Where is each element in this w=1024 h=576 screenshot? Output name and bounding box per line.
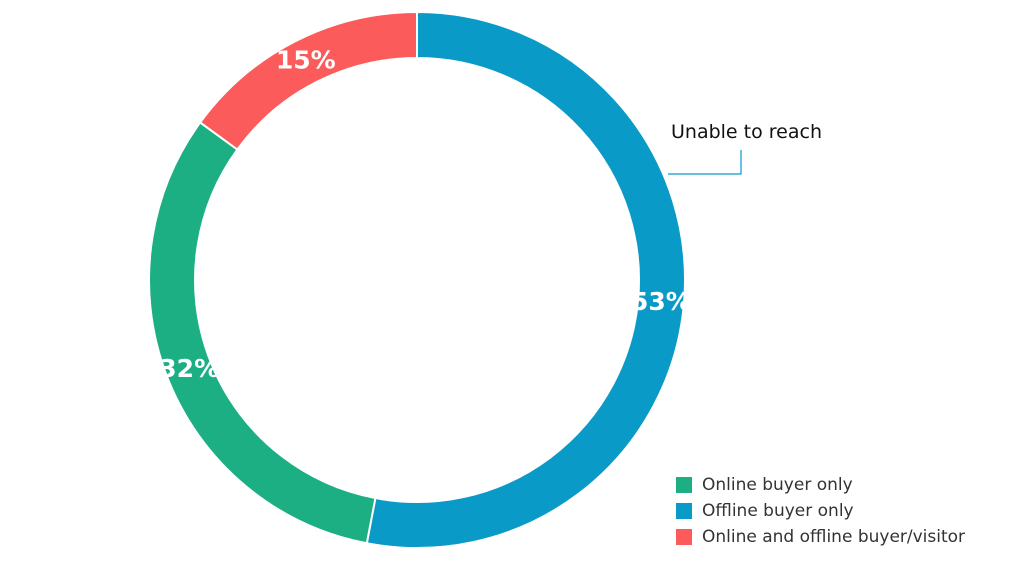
legend-swatch [676,503,692,519]
slice-labels: 53% 32% 15% [159,46,691,383]
legend-swatch [676,529,692,545]
donut-slice-online-offline-visitor [198,10,418,151]
slice-label-online-offline-visitor: 15% [276,46,336,75]
legend-swatch [676,477,692,493]
callout-text: Unable to reach [671,121,822,143]
donut-slice-offline-buyer [365,10,686,549]
legend-label: Online buyer only [702,475,853,495]
slice-label-online-buyer: 32% [159,354,219,383]
legend: Online buyer only Offline buyer only Onl… [676,472,965,550]
donut-slices [148,10,686,549]
legend-label: Offline buyer only [702,501,854,521]
donut-slice-online-buyer [148,121,377,545]
legend-item-online-offline-visitor: Online and offline buyer/visitor [676,524,965,550]
slice-label-offline-buyer: 53% [631,287,691,316]
legend-item-online-buyer: Online buyer only [676,472,965,498]
callout-leader-line [668,150,742,175]
legend-label: Online and offline buyer/visitor [702,527,966,547]
callout: Unable to reach [668,121,822,175]
legend-item-offline-buyer: Offline buyer only [676,498,965,524]
